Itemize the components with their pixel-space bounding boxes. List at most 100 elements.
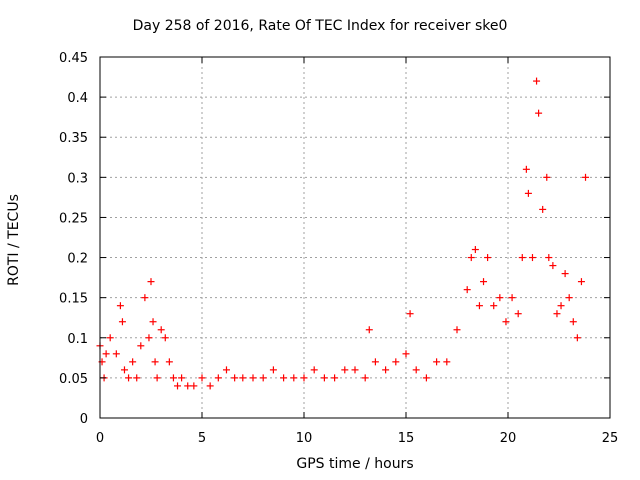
data-point: [365, 326, 373, 334]
data-point: [184, 382, 192, 390]
data-point: [496, 294, 504, 302]
y-tick-label: 0.2: [67, 252, 88, 267]
x-tick-label: 20: [500, 431, 517, 446]
data-point: [151, 358, 159, 366]
y-tick-label: 0.25: [59, 211, 88, 226]
data-point: [569, 318, 577, 326]
data-point: [522, 165, 530, 173]
data-point: [231, 374, 239, 382]
data-point: [165, 358, 173, 366]
data-point: [484, 254, 492, 262]
data-point: [118, 318, 126, 326]
data-point: [471, 246, 479, 254]
data-point: [214, 374, 222, 382]
data-point: [392, 358, 400, 366]
data-point: [331, 374, 339, 382]
data-point: [259, 374, 267, 382]
plot-frame: [99, 56, 611, 419]
x-tick-label: 10: [296, 431, 313, 446]
data-point: [422, 374, 430, 382]
data-point: [561, 270, 569, 278]
data-point: [320, 374, 328, 382]
data-point: [300, 374, 308, 382]
data-point: [149, 318, 157, 326]
grid-lines: [100, 57, 610, 418]
data-point: [351, 366, 359, 374]
y-tick-label: 0.45: [59, 51, 88, 66]
data-point: [153, 374, 161, 382]
data-point: [577, 278, 585, 286]
data-point: [524, 189, 532, 197]
data-point: [371, 358, 379, 366]
data-point: [269, 366, 277, 374]
data-point: [533, 77, 541, 85]
data-point: [502, 318, 510, 326]
data-point: [120, 366, 128, 374]
data-point: [406, 310, 414, 318]
data-point: [222, 366, 230, 374]
data-point: [518, 254, 526, 262]
data-point: [178, 374, 186, 382]
data-point: [582, 173, 590, 181]
data-point: [514, 310, 522, 318]
data-point: [125, 374, 133, 382]
x-tick-label: 0: [96, 431, 104, 446]
data-points: [96, 77, 590, 390]
data-point: [412, 366, 420, 374]
data-point: [443, 358, 451, 366]
data-point: [535, 109, 543, 117]
x-tick-label: 25: [602, 431, 619, 446]
data-point: [290, 374, 298, 382]
y-axis-ticks: 0 0.05 0.1 0.15 0.2 0.25 0.3 0.35 0.4 0.45: [59, 51, 610, 427]
data-point: [145, 334, 153, 342]
data-point: [112, 350, 120, 358]
data-point: [280, 374, 288, 382]
data-point: [341, 366, 349, 374]
data-point: [565, 294, 573, 302]
data-point: [147, 278, 155, 286]
data-point: [480, 278, 488, 286]
data-point: [137, 342, 145, 350]
data-point: [239, 374, 247, 382]
y-tick-label: 0.1: [67, 332, 88, 347]
data-point: [161, 334, 169, 342]
y-tick-label: 0.4: [67, 91, 88, 106]
data-point: [190, 382, 198, 390]
data-point: [475, 302, 483, 310]
data-point: [206, 382, 214, 390]
data-point: [539, 205, 547, 213]
data-point: [433, 358, 441, 366]
data-point: [453, 326, 461, 334]
x-axis-ticks: 0 5 10 15 20 25: [96, 57, 618, 446]
data-point: [382, 366, 390, 374]
x-tick-label: 15: [398, 431, 415, 446]
data-point: [106, 334, 114, 342]
data-point: [463, 286, 471, 294]
data-point: [169, 374, 177, 382]
x-axis-label: GPS time / hours: [296, 456, 414, 472]
data-point: [549, 262, 557, 270]
data-point: [557, 302, 565, 310]
data-point: [157, 326, 165, 334]
data-point: [198, 374, 206, 382]
data-point: [543, 173, 551, 181]
data-point: [174, 382, 182, 390]
data-point: [133, 374, 141, 382]
data-point: [141, 294, 149, 302]
data-point: [553, 310, 561, 318]
data-point: [573, 334, 581, 342]
data-point: [249, 374, 257, 382]
y-tick-label: 0.15: [59, 292, 88, 307]
y-tick-label: 0.3: [67, 171, 88, 186]
data-point: [490, 302, 498, 310]
data-point: [545, 254, 553, 262]
chart-title: Day 258 of 2016, Rate Of TEC Index for r…: [132, 18, 508, 34]
x-tick-label: 5: [198, 431, 206, 446]
data-point: [129, 358, 137, 366]
y-tick-label: 0: [80, 412, 88, 427]
y-axis-label: ROTI / TECUs: [6, 194, 22, 286]
data-point: [402, 350, 410, 358]
data-point: [116, 302, 124, 310]
y-tick-label: 0.35: [59, 131, 88, 146]
